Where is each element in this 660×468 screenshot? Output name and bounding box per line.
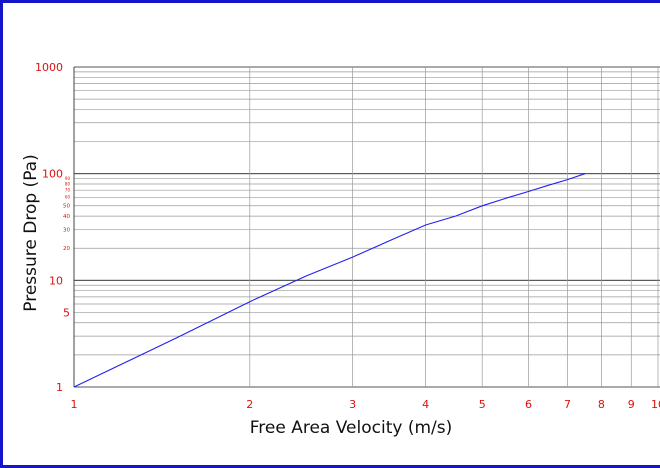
y-minor-tick-label: 50 <box>63 204 70 210</box>
series-line <box>73 173 586 388</box>
y-minor-tick-label: 20 <box>63 246 70 252</box>
y-minor-tick-label: 80 <box>65 181 71 186</box>
series <box>73 173 586 388</box>
x-tick-label: 7 <box>564 398 571 411</box>
y-tick-label: 1000 <box>35 61 63 74</box>
x-axis-label: Free Area Velocity (m/s) <box>250 418 453 438</box>
y-minor-tick-label: 30 <box>63 227 70 233</box>
y-tick-label: 1 <box>56 381 63 394</box>
y-minor-tick-label: 40 <box>63 214 70 220</box>
grid <box>73 66 660 388</box>
x-tick-label: 2 <box>246 398 253 411</box>
y-tick-label: 100 <box>42 168 63 181</box>
x-tick-label: 8 <box>598 398 605 411</box>
x-tick-label: 9 <box>628 398 635 411</box>
y-minor-tick-label: 70 <box>65 188 71 193</box>
x-tick-label: 6 <box>525 398 532 411</box>
y-minor-tick-label: 90 <box>65 176 71 181</box>
y-axis-label: Pressure Drop (Pa) <box>21 154 41 311</box>
x-tick-label: 3 <box>349 398 356 411</box>
x-tick-label: 5 <box>479 398 486 411</box>
y-tick-label: 10 <box>49 274 63 287</box>
x-tick-label: 1 <box>71 398 78 411</box>
x-tick-label: 10 <box>651 398 660 411</box>
y-minor-tick-label: 60 <box>65 195 71 200</box>
y-minor-tick-label: 5 <box>63 306 70 319</box>
x-tick-label: 4 <box>422 398 429 411</box>
